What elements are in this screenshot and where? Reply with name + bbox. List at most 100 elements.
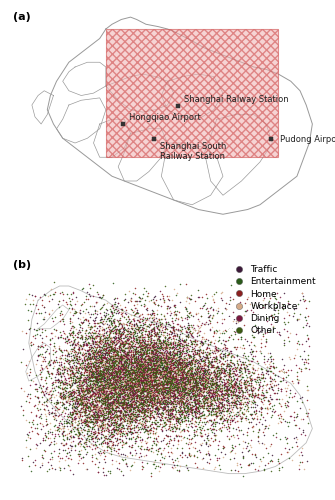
Point [197,448,202,456]
Point [156,325,161,333]
Point [70,400,75,407]
Point [155,324,160,332]
Point [164,368,170,376]
Point [91,388,96,396]
Point [131,424,136,432]
Point [90,434,96,442]
Point [131,381,136,389]
Point [115,396,121,404]
Point [94,345,99,353]
Point [118,420,123,428]
Point [118,467,123,475]
Point [172,414,177,422]
Point [217,350,223,358]
Point [79,386,84,394]
Point [102,391,107,399]
Point [138,356,143,364]
Point [166,348,172,356]
Point [149,394,154,402]
Point [252,392,258,400]
Point [195,310,200,318]
Point [134,402,139,409]
Point [147,341,152,349]
Point [139,386,144,394]
Point [226,348,231,356]
Point [127,422,132,430]
Point [201,374,206,382]
Point [88,410,94,418]
Point [38,368,43,376]
Point [75,314,81,322]
Point [71,388,76,396]
Point [216,368,222,376]
Point [112,383,117,391]
Point [85,317,90,325]
Point [185,324,191,332]
Point [134,388,139,396]
Point [93,374,98,382]
Point [88,329,94,337]
Point [151,377,157,385]
Point [49,390,54,398]
Point [81,364,86,372]
Point [136,374,141,382]
Point [132,438,137,446]
Point [94,400,100,408]
Point [158,341,164,349]
Point [121,394,127,402]
Point [111,368,116,376]
Point [27,394,33,402]
Point [117,387,122,395]
Point [191,382,196,390]
Point [107,395,112,403]
Point [146,398,152,406]
Point [85,334,91,342]
Point [139,344,144,351]
Point [226,372,231,380]
Point [105,435,111,443]
Point [121,356,127,364]
Point [212,405,217,413]
Point [77,388,83,396]
Text: Shanghai South
Railway Station: Shanghai South Railway Station [160,142,226,161]
Point [129,378,135,386]
Point [65,406,70,413]
Point [180,338,186,345]
Point [269,374,275,382]
Point [93,416,98,424]
Point [109,384,114,392]
Point [120,372,125,380]
Point [149,332,154,340]
Point [175,440,181,448]
Point [98,336,104,344]
Point [95,422,100,430]
Point [165,358,171,366]
Point [165,394,170,402]
Point [111,385,116,393]
Point [79,412,85,420]
Point [159,356,164,364]
Point [186,359,191,367]
Point [104,388,109,396]
Point [215,346,221,354]
Point [99,351,105,359]
Point [105,367,110,375]
Point [85,432,90,440]
Point [169,384,174,392]
Point [203,450,209,458]
Point [192,459,198,467]
Point [220,392,226,400]
Point [75,359,81,367]
Point [164,344,170,351]
Point [112,338,117,346]
Point [210,372,216,380]
Point [45,458,50,466]
Point [64,397,69,405]
Point [133,374,138,382]
Point [113,376,119,384]
Point [214,364,219,372]
Point [179,417,184,425]
Point [260,370,266,378]
Point [176,358,181,366]
Point [217,406,222,414]
